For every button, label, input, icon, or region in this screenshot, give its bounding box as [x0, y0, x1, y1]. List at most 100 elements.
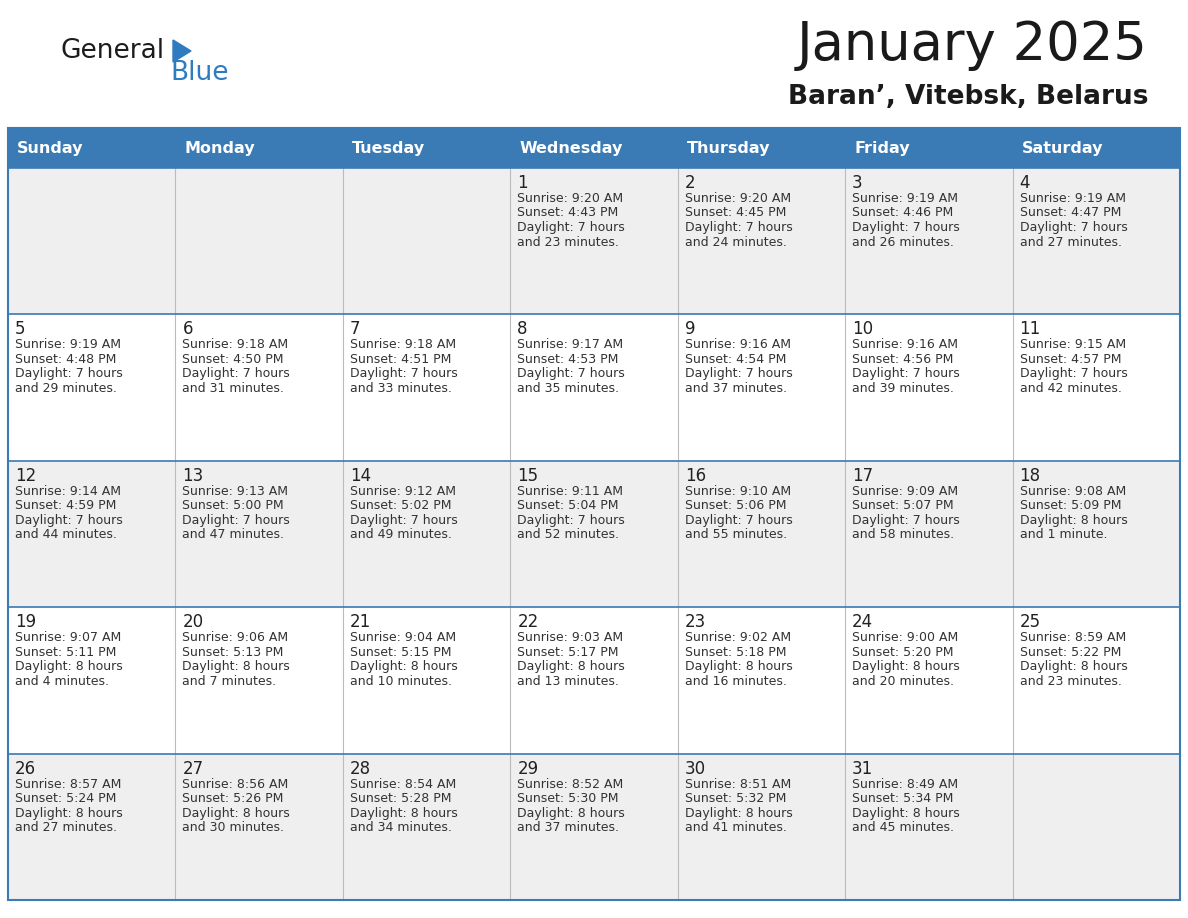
Text: 21: 21: [349, 613, 371, 632]
Text: Daylight: 8 hours: Daylight: 8 hours: [183, 660, 290, 673]
Text: 31: 31: [852, 759, 873, 778]
Text: Daylight: 7 hours: Daylight: 7 hours: [684, 221, 792, 234]
Text: and 27 minutes.: and 27 minutes.: [1019, 236, 1121, 249]
Text: Sunset: 5:04 PM: Sunset: 5:04 PM: [517, 499, 619, 512]
Text: and 39 minutes.: and 39 minutes.: [852, 382, 954, 395]
Text: Blue: Blue: [170, 60, 228, 86]
Text: Sunrise: 9:18 AM: Sunrise: 9:18 AM: [183, 339, 289, 352]
Text: Saturday: Saturday: [1022, 140, 1104, 155]
Text: 14: 14: [349, 466, 371, 485]
Bar: [8, 754, 1180, 900]
Text: and 26 minutes.: and 26 minutes.: [852, 236, 954, 249]
Text: Daylight: 8 hours: Daylight: 8 hours: [349, 660, 457, 673]
Text: and 34 minutes.: and 34 minutes.: [349, 821, 451, 834]
Text: Sunrise: 8:51 AM: Sunrise: 8:51 AM: [684, 778, 791, 790]
Text: Daylight: 8 hours: Daylight: 8 hours: [684, 660, 792, 673]
Text: Daylight: 8 hours: Daylight: 8 hours: [1019, 514, 1127, 527]
Text: Daylight: 7 hours: Daylight: 7 hours: [183, 367, 290, 380]
Text: and 49 minutes.: and 49 minutes.: [349, 528, 451, 542]
Text: Sunset: 5:30 PM: Sunset: 5:30 PM: [517, 792, 619, 805]
Text: Sunrise: 9:19 AM: Sunrise: 9:19 AM: [852, 192, 959, 205]
Text: Daylight: 8 hours: Daylight: 8 hours: [852, 660, 960, 673]
Text: Sunset: 5:07 PM: Sunset: 5:07 PM: [852, 499, 954, 512]
Text: Daylight: 7 hours: Daylight: 7 hours: [1019, 221, 1127, 234]
Text: Daylight: 7 hours: Daylight: 7 hours: [15, 514, 122, 527]
Text: and 24 minutes.: and 24 minutes.: [684, 236, 786, 249]
Text: 29: 29: [517, 759, 538, 778]
Text: Sunrise: 8:54 AM: Sunrise: 8:54 AM: [349, 778, 456, 790]
Text: Daylight: 8 hours: Daylight: 8 hours: [684, 807, 792, 820]
Text: and 30 minutes.: and 30 minutes.: [183, 821, 284, 834]
Text: Sunrise: 9:06 AM: Sunrise: 9:06 AM: [183, 632, 289, 644]
Text: Sunset: 5:32 PM: Sunset: 5:32 PM: [684, 792, 786, 805]
Text: and 47 minutes.: and 47 minutes.: [183, 528, 284, 542]
Text: Sunrise: 9:07 AM: Sunrise: 9:07 AM: [15, 632, 121, 644]
Text: 24: 24: [852, 613, 873, 632]
Text: 2: 2: [684, 174, 695, 192]
Text: 26: 26: [15, 759, 36, 778]
Text: 23: 23: [684, 613, 706, 632]
Text: Sunrise: 8:49 AM: Sunrise: 8:49 AM: [852, 778, 959, 790]
Text: Baran’, Vitebsk, Belarus: Baran’, Vitebsk, Belarus: [788, 84, 1148, 110]
Text: Sunset: 4:59 PM: Sunset: 4:59 PM: [15, 499, 116, 512]
Text: Daylight: 8 hours: Daylight: 8 hours: [15, 807, 122, 820]
Text: Sunrise: 9:03 AM: Sunrise: 9:03 AM: [517, 632, 624, 644]
Text: Sunrise: 9:19 AM: Sunrise: 9:19 AM: [15, 339, 121, 352]
Text: and 31 minutes.: and 31 minutes.: [183, 382, 284, 395]
Text: and 16 minutes.: and 16 minutes.: [684, 675, 786, 688]
Text: and 52 minutes.: and 52 minutes.: [517, 528, 619, 542]
Text: Sunrise: 9:00 AM: Sunrise: 9:00 AM: [852, 632, 959, 644]
Text: Daylight: 8 hours: Daylight: 8 hours: [183, 807, 290, 820]
Text: Sunrise: 9:18 AM: Sunrise: 9:18 AM: [349, 339, 456, 352]
Text: Daylight: 7 hours: Daylight: 7 hours: [852, 367, 960, 380]
Text: and 55 minutes.: and 55 minutes.: [684, 528, 786, 542]
Text: Daylight: 7 hours: Daylight: 7 hours: [852, 221, 960, 234]
Text: Daylight: 7 hours: Daylight: 7 hours: [684, 367, 792, 380]
Text: Sunset: 5:22 PM: Sunset: 5:22 PM: [1019, 645, 1121, 659]
Text: Sunset: 5:06 PM: Sunset: 5:06 PM: [684, 499, 786, 512]
Text: Sunset: 5:18 PM: Sunset: 5:18 PM: [684, 645, 786, 659]
Text: Sunrise: 9:14 AM: Sunrise: 9:14 AM: [15, 485, 121, 498]
Text: Sunrise: 8:57 AM: Sunrise: 8:57 AM: [15, 778, 121, 790]
Text: Sunset: 5:24 PM: Sunset: 5:24 PM: [15, 792, 116, 805]
Text: Sunrise: 9:10 AM: Sunrise: 9:10 AM: [684, 485, 791, 498]
Text: Tuesday: Tuesday: [352, 140, 425, 155]
Text: and 1 minute.: and 1 minute.: [1019, 528, 1107, 542]
Text: 22: 22: [517, 613, 538, 632]
Text: Sunset: 5:15 PM: Sunset: 5:15 PM: [349, 645, 451, 659]
Text: Sunset: 5:09 PM: Sunset: 5:09 PM: [1019, 499, 1121, 512]
Text: and 44 minutes.: and 44 minutes.: [15, 528, 116, 542]
Text: Daylight: 7 hours: Daylight: 7 hours: [183, 514, 290, 527]
Text: Friday: Friday: [854, 140, 910, 155]
Text: Sunrise: 9:17 AM: Sunrise: 9:17 AM: [517, 339, 624, 352]
Text: Daylight: 8 hours: Daylight: 8 hours: [852, 807, 960, 820]
Text: Sunset: 4:56 PM: Sunset: 4:56 PM: [852, 353, 954, 366]
Text: and 37 minutes.: and 37 minutes.: [684, 382, 786, 395]
Bar: [8, 314, 1180, 461]
Text: 13: 13: [183, 466, 203, 485]
Text: Daylight: 7 hours: Daylight: 7 hours: [684, 514, 792, 527]
Text: and 37 minutes.: and 37 minutes.: [517, 821, 619, 834]
Text: Sunset: 4:54 PM: Sunset: 4:54 PM: [684, 353, 786, 366]
Text: 6: 6: [183, 320, 192, 339]
Text: 10: 10: [852, 320, 873, 339]
Text: and 58 minutes.: and 58 minutes.: [852, 528, 954, 542]
Text: 25: 25: [1019, 613, 1041, 632]
Text: and 41 minutes.: and 41 minutes.: [684, 821, 786, 834]
Text: Sunset: 5:34 PM: Sunset: 5:34 PM: [852, 792, 954, 805]
Text: 3: 3: [852, 174, 862, 192]
Text: Wednesday: Wednesday: [519, 140, 623, 155]
Text: Daylight: 7 hours: Daylight: 7 hours: [517, 221, 625, 234]
Text: and 45 minutes.: and 45 minutes.: [852, 821, 954, 834]
Text: 18: 18: [1019, 466, 1041, 485]
Text: Daylight: 8 hours: Daylight: 8 hours: [1019, 660, 1127, 673]
Text: 7: 7: [349, 320, 360, 339]
Text: Sunrise: 8:56 AM: Sunrise: 8:56 AM: [183, 778, 289, 790]
Text: Daylight: 8 hours: Daylight: 8 hours: [517, 660, 625, 673]
Text: Sunset: 5:20 PM: Sunset: 5:20 PM: [852, 645, 954, 659]
Text: Daylight: 8 hours: Daylight: 8 hours: [15, 660, 122, 673]
Text: 11: 11: [1019, 320, 1041, 339]
Text: Sunset: 4:45 PM: Sunset: 4:45 PM: [684, 207, 786, 219]
Text: Sunrise: 9:20 AM: Sunrise: 9:20 AM: [517, 192, 624, 205]
Bar: [8, 128, 1180, 168]
